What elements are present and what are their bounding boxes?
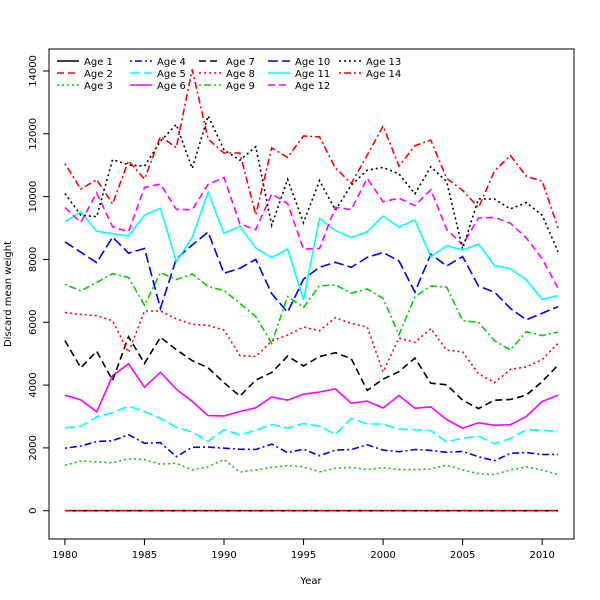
x-tick-label: 2010 xyxy=(529,550,554,561)
series-line-age-12 xyxy=(64,176,559,289)
y-tick-label: 2000 xyxy=(28,435,39,460)
y-tick-label: 14000 xyxy=(28,55,39,87)
plot-frame xyxy=(48,48,575,540)
legend-label: Age 8 xyxy=(226,69,255,80)
x-tick-label: 2000 xyxy=(370,550,395,561)
series-line-age-9 xyxy=(64,271,559,351)
series-line-age-6 xyxy=(64,362,559,429)
series-line-age-3 xyxy=(64,458,559,476)
series-line-age-13 xyxy=(64,113,559,253)
y-axis: 0 2000 4000 6000 8000 10000 12000 14000 xyxy=(28,55,49,514)
x-tick-label: 1985 xyxy=(132,550,157,561)
y-tick-label: 10000 xyxy=(28,181,39,213)
series-line-age-11 xyxy=(64,189,559,301)
y-axis-label: Discard mean weight xyxy=(3,241,14,347)
legend-label: Age 7 xyxy=(226,57,255,68)
y-tick-label: 8000 xyxy=(28,247,39,272)
y-tick-label: 6000 xyxy=(28,310,39,335)
series-line-age-8 xyxy=(64,310,559,384)
legend-label: Age 13 xyxy=(366,57,401,68)
series-line-age-14 xyxy=(64,69,559,229)
legend-label: Age 9 xyxy=(226,81,255,92)
y-tick-label: 12000 xyxy=(28,118,39,150)
legend-label: Age 6 xyxy=(157,81,186,92)
y-tick-label: 0 xyxy=(28,508,39,514)
legend-label: Age 11 xyxy=(295,69,330,80)
legend-label: Age 3 xyxy=(84,81,113,92)
x-axis-label: Year xyxy=(299,576,322,587)
series-line-age-5 xyxy=(64,405,559,445)
series-line-age-7 xyxy=(64,334,559,410)
series-line-age-10 xyxy=(64,230,559,321)
legend-label: Age 2 xyxy=(84,69,113,80)
legend-label: Age 14 xyxy=(366,69,401,80)
series-layer xyxy=(64,69,559,512)
legend-label: Age 10 xyxy=(295,57,330,68)
legend-label: Age 5 xyxy=(157,69,186,80)
legend-label: Age 1 xyxy=(84,57,113,68)
x-tick-label: 1980 xyxy=(52,550,77,561)
x-tick-label: 1990 xyxy=(211,550,236,561)
legend-label: Age 12 xyxy=(295,81,330,92)
x-axis: 1980 1985 1990 1995 2000 2005 2010 xyxy=(52,539,555,561)
legend-label: Age 4 xyxy=(157,57,186,68)
x-tick-label: 2005 xyxy=(450,550,475,561)
series-line-age-4 xyxy=(64,433,559,462)
y-tick-label: 4000 xyxy=(28,372,39,397)
x-tick-label: 1995 xyxy=(291,550,316,561)
